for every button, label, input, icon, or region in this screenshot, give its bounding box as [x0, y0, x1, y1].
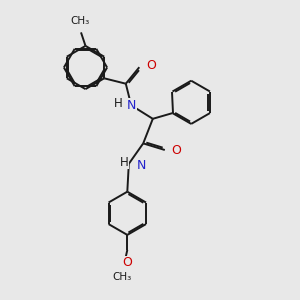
- Text: O: O: [122, 256, 132, 269]
- Text: H: H: [120, 156, 129, 169]
- Text: H: H: [114, 97, 123, 110]
- Text: O: O: [171, 143, 181, 157]
- Text: N: N: [127, 99, 136, 112]
- Text: O: O: [146, 59, 156, 72]
- Text: CH₃: CH₃: [112, 272, 132, 282]
- Text: N: N: [137, 159, 147, 172]
- Text: CH₃: CH₃: [70, 16, 89, 26]
